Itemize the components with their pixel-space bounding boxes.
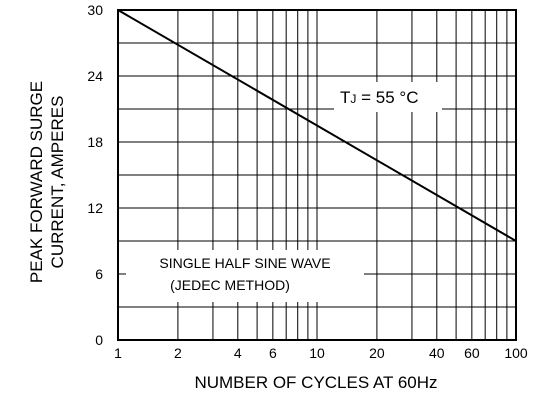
x-axis-title: NUMBER OF CYCLES AT 60Hz [194, 373, 437, 392]
waveform-annotation-bg [126, 250, 364, 302]
x-tick-label: 100 [504, 345, 528, 361]
waveform-line-1: SINGLE HALF SINE WAVE [159, 255, 330, 271]
y-axis-title-line-1: PEAK FORWARD SURGE [27, 81, 46, 283]
series-layer [117, 9, 517, 242]
tj-prefix: T [340, 88, 350, 107]
y-tick-label: 18 [87, 134, 103, 150]
waveform-line-2: (JEDEC METHOD) [170, 277, 290, 293]
tj-annotation-bg [334, 82, 442, 112]
x-tick-label: 40 [429, 345, 445, 361]
x-tick-label: 6 [269, 345, 277, 361]
y-tick-label: 6 [95, 266, 103, 282]
x-tick-label: 60 [464, 345, 480, 361]
x-tick-label: 10 [309, 345, 325, 361]
y-tick-label: 30 [87, 2, 103, 18]
y-tick-label: 12 [87, 200, 103, 216]
x-tick-label: 20 [369, 345, 385, 361]
x-tick-label: 4 [234, 345, 242, 361]
tj-suffix: = 55 °C [356, 88, 418, 107]
x-tick-labels: 1 2 4 6 10 20 40 60 100 [114, 345, 528, 361]
tj-subscript: J [350, 92, 356, 106]
y-tick-label: 0 [95, 332, 103, 348]
x-tick-label: 1 [114, 345, 122, 361]
y-axis-title-line-2: CURRENT, AMPERES [48, 96, 67, 269]
surge-current-line [117, 9, 517, 242]
x-tick-label: 2 [174, 345, 182, 361]
tj-annotation: TJ = 55 °C [340, 88, 418, 107]
y-tick-labels: 0 6 12 18 24 30 [87, 2, 103, 348]
plot-frame [117, 9, 517, 341]
y-tick-label: 24 [87, 68, 103, 84]
